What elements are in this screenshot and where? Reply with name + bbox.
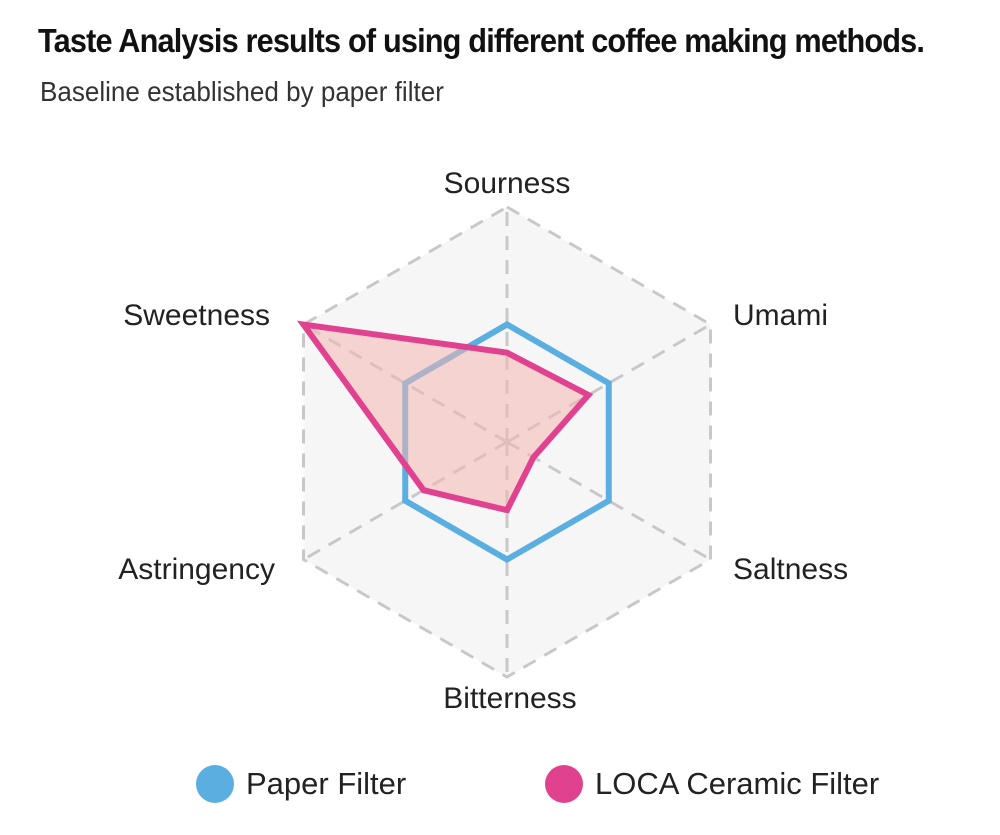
spoke-umami [506, 323, 712, 444]
chart-title: Taste Analysis results of using differen… [38, 22, 925, 59]
grid-ring-2 [301, 205, 713, 679]
legend-label-loca-ceramic-filter: LOCA Ceramic Filter [595, 766, 880, 801]
legend-item-paper-filter: Paper Filter [196, 765, 406, 803]
axis-label-saltness: Saltness [733, 553, 848, 586]
legend-swatch-loca-ceramic-filter [545, 765, 583, 803]
axis-label-bitterness: Bitterness [443, 682, 576, 715]
spoke-saltness [506, 440, 712, 561]
series-loca-ceramic-filter [296, 320, 594, 514]
legend-label-paper-filter: Paper Filter [246, 766, 407, 801]
axis-label-sweetness: Sweetness [123, 299, 270, 332]
legend-item-loca-ceramic-filter: LOCA Ceramic Filter [545, 765, 879, 803]
axis-label-astringency: Astringency [118, 553, 275, 586]
spoke-astringency [302, 440, 508, 561]
legend-swatch-paper-filter [196, 765, 234, 803]
axis-label-sourness: Sourness [444, 167, 571, 200]
chart-subtitle: Baseline established by paper filter [40, 76, 444, 107]
axis-label-umami: Umami [733, 299, 828, 332]
